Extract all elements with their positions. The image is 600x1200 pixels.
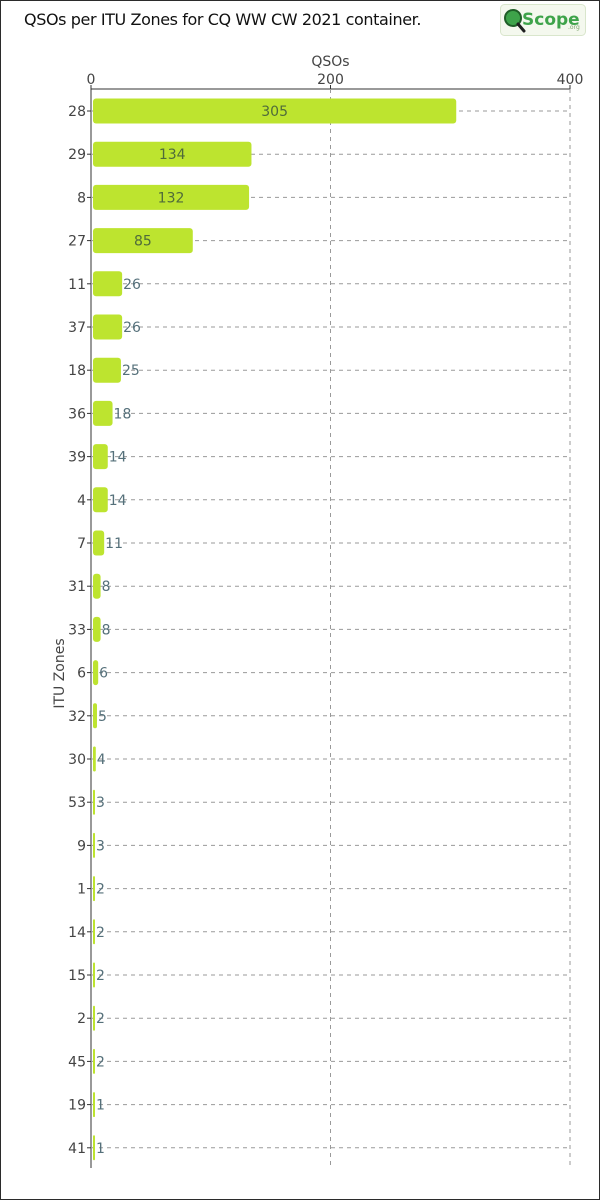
bar-value-label: 8 [102, 622, 111, 638]
logo-text: Scope [522, 10, 580, 30]
bar [93, 228, 193, 254]
y-tick-label: 11 [68, 277, 86, 293]
bar [93, 184, 250, 210]
bar [93, 98, 457, 124]
bar [93, 1135, 95, 1161]
bar-value-label: 305 [261, 104, 288, 120]
bar-value-label: 26 [123, 320, 141, 336]
bar-value-label: 5 [98, 709, 107, 725]
bar [93, 141, 252, 167]
bar [93, 400, 113, 426]
y-tick-label: 18 [68, 363, 86, 379]
bar [93, 530, 105, 556]
y-tick-label: 39 [68, 450, 86, 466]
x-tick-label: 200 [317, 72, 344, 88]
y-tick-label: 8 [77, 190, 86, 206]
y-tick-label: 15 [68, 968, 86, 984]
bar-value-label: 132 [158, 190, 185, 206]
bar-value-label: 14 [109, 493, 127, 509]
bar-value-label: 1 [96, 1098, 105, 1114]
bar [93, 444, 108, 470]
qscope-logo: Scope .org [500, 4, 586, 36]
y-tick-label: 29 [68, 147, 86, 163]
bar [93, 876, 95, 902]
y-tick-label: 45 [68, 1054, 86, 1070]
bar [93, 789, 95, 815]
bar-value-label: 3 [96, 795, 105, 811]
x-tick-label: 0 [87, 72, 96, 88]
bar-value-label: 2 [96, 925, 105, 941]
bar-value-label: 8 [102, 579, 111, 595]
y-tick-label: 27 [68, 234, 86, 250]
y-axis-title: ITU Zones [52, 638, 68, 708]
bar [93, 832, 95, 858]
bar-value-label: 2 [96, 1054, 105, 1070]
bar [93, 1048, 95, 1074]
bar-value-label: 134 [159, 147, 186, 163]
y-tick-label: 53 [68, 795, 86, 811]
bar-value-label: 2 [96, 1011, 105, 1027]
bar-value-label: 26 [123, 277, 141, 293]
bar-value-label: 14 [109, 450, 127, 466]
y-tick-label: 31 [68, 579, 86, 595]
bar-value-label: 85 [134, 234, 152, 250]
chart-title: QSOs per ITU Zones for CQ WW CW 2021 con… [24, 10, 422, 29]
y-tick-label: 32 [68, 709, 86, 725]
bar-value-label: 3 [96, 838, 105, 854]
bar-value-label: 4 [97, 752, 106, 768]
logo-domain: .org [568, 24, 580, 31]
y-tick-label: 41 [68, 1141, 86, 1157]
y-tick-label: 28 [68, 104, 86, 120]
y-tick-label: 2 [77, 1011, 86, 1027]
bar-value-label: 6 [99, 666, 108, 682]
y-tick-label: 33 [68, 622, 86, 638]
bar [93, 1092, 95, 1118]
bar [93, 1005, 95, 1031]
bar [93, 271, 123, 297]
bar [93, 703, 97, 729]
bar [93, 357, 121, 383]
bar [93, 314, 123, 340]
bar [93, 616, 101, 642]
x-axis-title: QSOs [311, 54, 349, 70]
y-tick-label: 36 [68, 406, 86, 422]
y-tick-label: 30 [68, 752, 86, 768]
bar [93, 962, 95, 988]
bar-value-label: 2 [96, 882, 105, 898]
y-tick-label: 1 [77, 882, 86, 898]
bar-value-label: 18 [114, 406, 132, 422]
y-tick-label: 14 [68, 925, 86, 941]
y-tick-label: 9 [77, 838, 86, 854]
y-tick-label: 7 [77, 536, 86, 552]
bar [93, 919, 95, 945]
y-tick-label: 6 [77, 666, 86, 682]
bar-value-label: 2 [96, 968, 105, 984]
bar-value-label: 25 [122, 363, 140, 379]
bar-value-label: 11 [105, 536, 123, 552]
y-tick-label: 4 [77, 493, 86, 509]
y-tick-label: 19 [68, 1098, 86, 1114]
bar [93, 746, 96, 772]
bar [93, 487, 108, 513]
bar [93, 660, 99, 686]
x-tick-label: 400 [557, 72, 584, 88]
bar-value-label: 1 [96, 1141, 105, 1157]
y-tick-label: 37 [68, 320, 86, 336]
bar [93, 573, 101, 599]
